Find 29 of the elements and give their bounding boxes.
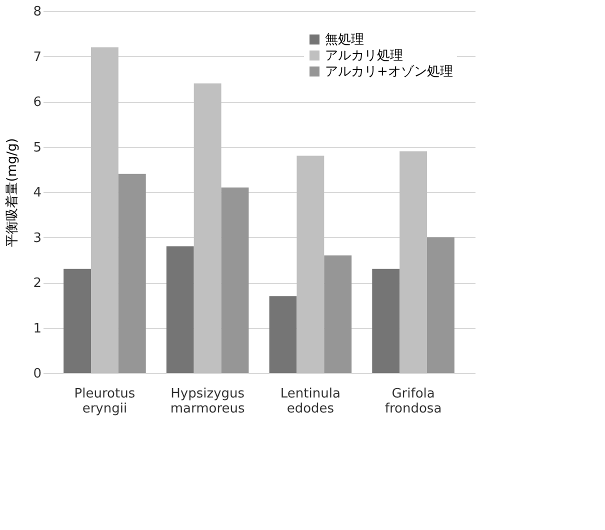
bar [324, 255, 352, 373]
y-tick-label: 2 [33, 276, 42, 291]
legend-label: アルカリ処理 [325, 48, 403, 64]
y-tick-label: 3 [33, 230, 42, 246]
legend-label: アルカリ+オゾン処理 [325, 64, 453, 80]
x-tick-label: Pleurotus eryngii [74, 386, 136, 416]
bar [427, 237, 454, 373]
y-tick-label: 6 [33, 95, 42, 110]
y-axis-title: 平衡吸着量(mg/g) [4, 138, 20, 247]
bar [296, 156, 324, 373]
bar [64, 268, 91, 373]
bar [166, 246, 194, 373]
bar [269, 296, 297, 373]
bar [400, 151, 427, 373]
bar [221, 187, 249, 373]
y-tick-label: 7 [33, 50, 42, 65]
x-tick-label: Lentinula edodes [280, 386, 340, 416]
y-tick-label: 5 [33, 140, 42, 156]
x-tick-label: Hypsizygus marmoreus [170, 386, 246, 416]
bar [372, 268, 400, 373]
x-tick-label: Grifola frondosa [384, 386, 442, 416]
y-tick-label: 0 [33, 366, 42, 382]
y-tick-label: 8 [33, 4, 42, 20]
bar [194, 83, 222, 373]
bar [118, 174, 146, 373]
y-tick-label: 1 [33, 321, 42, 336]
legend-label: 無処理 [325, 32, 364, 48]
y-tick-label: 4 [33, 186, 42, 200]
bar [91, 47, 118, 373]
